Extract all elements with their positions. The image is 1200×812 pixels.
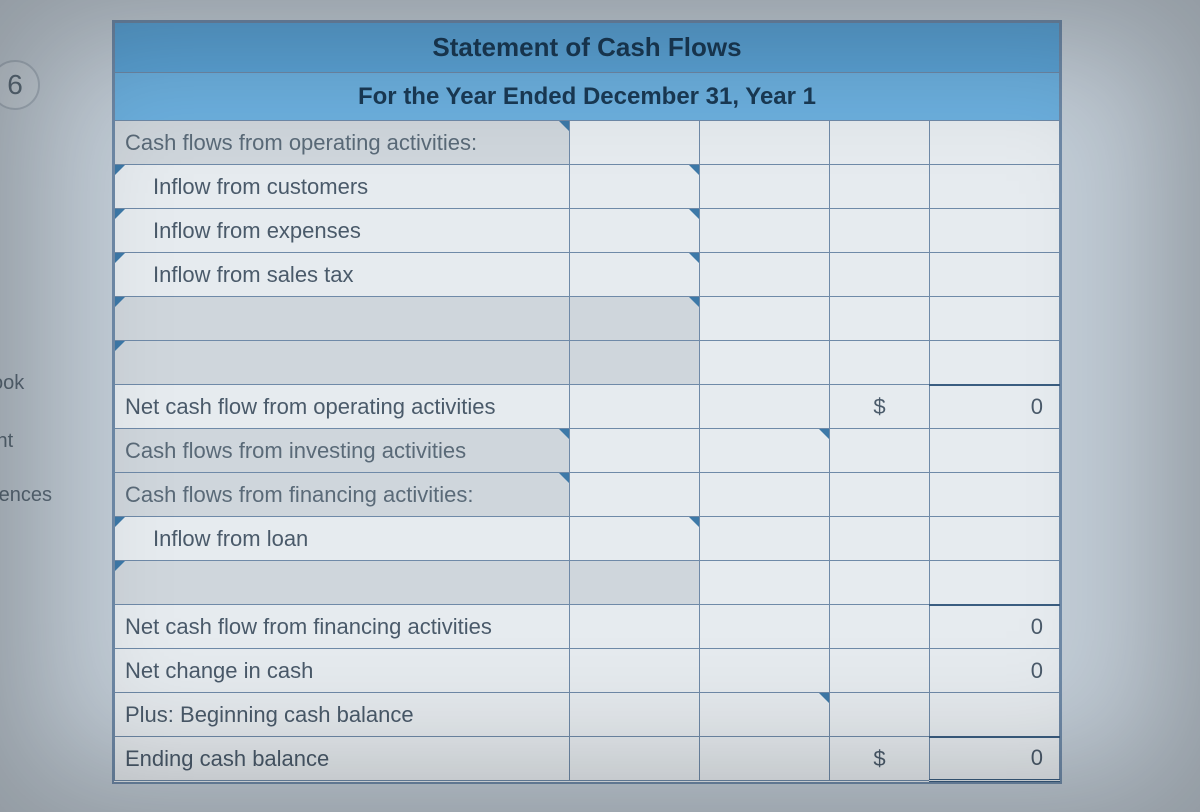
cash-flow-table: Statement of Cash Flows For the Year End… bbox=[112, 20, 1062, 784]
cell-input[interactable] bbox=[700, 693, 830, 737]
row-plus-beginning: Plus: Beginning cash balance bbox=[115, 693, 1060, 737]
row-inflow-expenses: Inflow from expenses bbox=[115, 209, 1060, 253]
step-number: 6 bbox=[7, 69, 23, 101]
row-financing-header: Cash flows from financing activities: bbox=[115, 473, 1060, 517]
currency-symbol: $ bbox=[830, 737, 930, 781]
cell-value: 0 bbox=[930, 385, 1060, 429]
row-inflow-loan: Inflow from loan bbox=[115, 517, 1060, 561]
cell-label: Ending cash balance bbox=[115, 737, 570, 781]
step-circle[interactable]: 6 bbox=[0, 60, 40, 110]
cell-input[interactable] bbox=[570, 297, 700, 341]
left-nav-fragment: 6 ook int rences bbox=[0, 0, 100, 812]
cell-input[interactable] bbox=[700, 429, 830, 473]
cell-label: Net cash flow from operating activities bbox=[115, 385, 570, 429]
row-ending: Ending cash balance $ 0 bbox=[115, 737, 1060, 781]
cell-input[interactable] bbox=[570, 165, 700, 209]
currency-symbol: $ bbox=[830, 385, 930, 429]
cell-label[interactable]: Cash flows from operating activities: bbox=[115, 121, 570, 165]
row-net-change: Net change in cash 0 bbox=[115, 649, 1060, 693]
row-blank-3 bbox=[115, 561, 1060, 605]
row-net-operating: Net cash flow from operating activities … bbox=[115, 385, 1060, 429]
cell-input[interactable] bbox=[570, 561, 700, 605]
cell-dropdown[interactable] bbox=[115, 341, 570, 385]
table-title: Statement of Cash Flows bbox=[115, 23, 1060, 73]
row-operating-header: Cash flows from operating activities: bbox=[115, 121, 1060, 165]
cell-label: Net change in cash bbox=[115, 649, 570, 693]
cell-value: 0 bbox=[930, 605, 1060, 649]
row-blank-2 bbox=[115, 341, 1060, 385]
cell-input[interactable] bbox=[570, 209, 700, 253]
cell-input[interactable] bbox=[570, 253, 700, 297]
nav-item-rences[interactable]: rences bbox=[0, 484, 52, 507]
nav-item-int[interactable]: int bbox=[0, 430, 13, 453]
cell-label: Net cash flow from financing activities bbox=[115, 605, 570, 649]
cell-label[interactable]: Inflow from customers bbox=[115, 165, 570, 209]
table-subtitle: For the Year Ended December 31, Year 1 bbox=[115, 73, 1060, 121]
cell-value: 0 bbox=[930, 737, 1060, 781]
cell-dropdown[interactable] bbox=[115, 297, 570, 341]
row-blank-1 bbox=[115, 297, 1060, 341]
row-inflow-customers: Inflow from customers bbox=[115, 165, 1060, 209]
cell-label[interactable]: Cash flows from investing activities bbox=[115, 429, 570, 473]
cell-value: 0 bbox=[930, 649, 1060, 693]
row-inflow-sales-tax: Inflow from sales tax bbox=[115, 253, 1060, 297]
cell-label[interactable]: Cash flows from financing activities: bbox=[115, 473, 570, 517]
cell-dropdown[interactable] bbox=[115, 561, 570, 605]
cell-label[interactable]: Inflow from expenses bbox=[115, 209, 570, 253]
cell-label: Plus: Beginning cash balance bbox=[115, 693, 570, 737]
row-investing-header: Cash flows from investing activities bbox=[115, 429, 1060, 473]
cell-label[interactable]: Inflow from loan bbox=[115, 517, 570, 561]
cell-input[interactable] bbox=[570, 517, 700, 561]
cell-label[interactable]: Inflow from sales tax bbox=[115, 253, 570, 297]
nav-item-ook[interactable]: ook bbox=[0, 372, 24, 395]
row-net-financing: Net cash flow from financing activities … bbox=[115, 605, 1060, 649]
cell-input[interactable] bbox=[570, 341, 700, 385]
